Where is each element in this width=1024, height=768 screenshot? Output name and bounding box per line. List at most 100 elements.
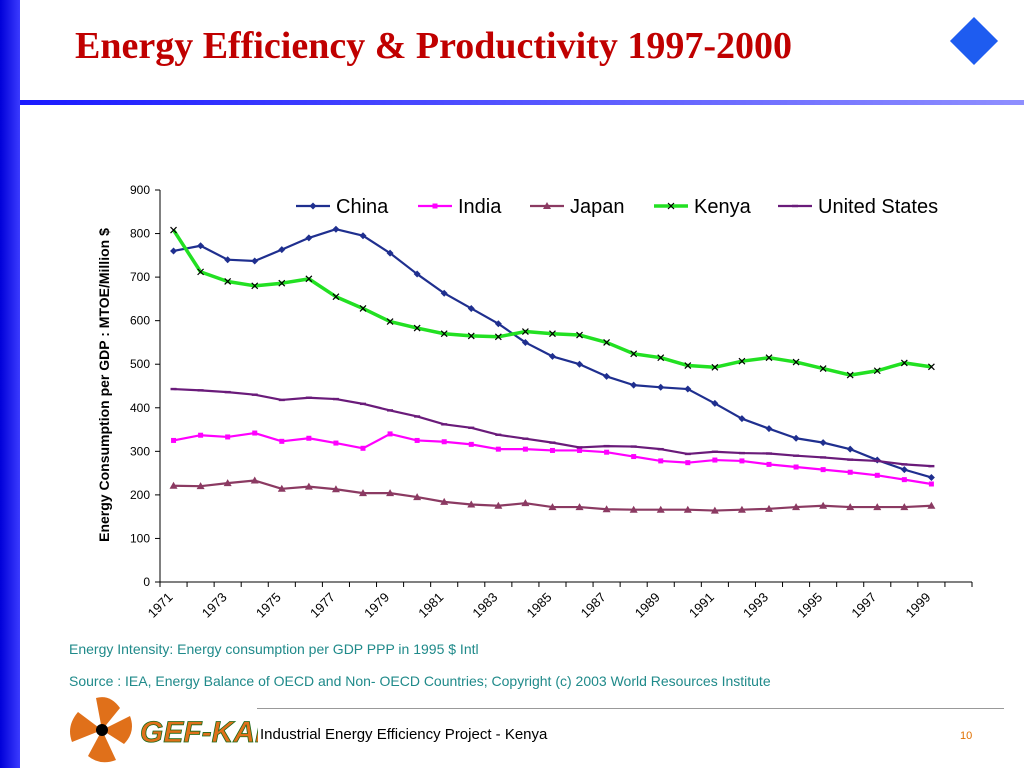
legend-label-china: China [336,196,389,218]
data-point-kenya [386,318,394,325]
data-point-japan [440,497,449,505]
data-point-japan [304,482,313,490]
x-tick-label: 1975 [253,590,284,621]
legend-label-india: India [458,196,502,218]
data-point-united-states [684,452,691,456]
y-tick-label: 500 [130,357,150,371]
data-point-china [197,242,205,250]
data-point-china [684,385,692,393]
data-point-china [224,256,232,264]
data-point-india [171,437,177,443]
data-point-india [252,430,258,436]
left-accent-bar [0,0,20,768]
data-point-china [170,247,178,255]
footer-divider [257,708,1004,709]
data-point-china [819,439,827,447]
data-point-china [386,249,394,257]
data-point-india [874,472,880,478]
data-point-china [657,383,665,391]
data-point-kenya [197,268,205,276]
data-point-japan [575,503,584,511]
data-point-china [900,466,908,474]
x-tick-label: 1981 [415,590,446,621]
data-point-united-states [441,423,448,426]
data-point-india [225,434,231,440]
data-point-kenya [332,293,340,301]
x-tick-label: 1987 [578,590,609,621]
data-point-india [685,460,691,466]
data-point-kenya [467,332,475,340]
data-point-kenya [170,226,177,234]
x-tick-label: 1983 [469,590,500,621]
data-point-united-states [197,389,204,392]
data-point-united-states [901,463,908,466]
x-tick-label: 1993 [740,590,771,621]
data-point-india [414,437,420,443]
data-point-japan [467,500,476,508]
y-tick-label: 100 [130,531,150,545]
data-point-kenya [521,328,529,335]
data-point-india [306,435,312,441]
data-point-kenya [305,275,313,283]
y-tick-label: 400 [130,401,150,415]
data-point-india [712,457,718,463]
data-point-united-states [278,398,285,402]
data-point-japan [900,503,909,511]
data-point-japan [169,481,178,489]
data-point-united-states [522,437,529,440]
y-tick-label: 300 [130,444,150,458]
data-point-kenya [900,359,908,367]
data-point-china [548,352,556,360]
data-point-india [604,449,610,455]
slide-title: Energy Efficiency & Productivity 1997-20… [75,25,792,67]
data-point-japan [548,503,557,511]
data-point-japan [386,489,395,497]
data-point-kenya [251,282,259,290]
data-point-united-states [847,458,854,461]
data-point-kenya [657,354,665,362]
data-point-united-states [387,409,394,412]
data-point-china [521,338,529,346]
legend-marker-kenya [667,202,675,210]
data-point-india [522,446,528,452]
series-line-united-states [173,387,932,468]
data-point-japan [413,493,422,501]
data-point-india [387,431,393,437]
data-point-japan [494,501,503,509]
legend-marker-united-states [792,204,798,208]
data-point-japan [737,505,746,513]
legend-marker-china [309,202,317,210]
data-point-united-states [468,426,475,430]
data-point-china [305,234,313,242]
y-tick-label: 200 [130,488,150,502]
data-point-china [603,372,611,380]
data-point-kenya [440,330,448,338]
data-point-china [413,270,421,278]
data-point-india [901,477,907,483]
data-point-japan [602,505,611,513]
data-point-united-states [360,402,366,406]
data-point-india [360,445,366,451]
data-point-india [928,481,934,487]
data-point-united-states [495,433,502,436]
data-point-china [494,320,502,328]
data-point-kenya [494,333,502,341]
data-point-india [279,438,285,444]
data-point-india [333,440,339,446]
data-point-japan [819,501,828,509]
data-point-united-states [224,390,231,394]
data-point-india [441,439,447,445]
data-point-united-states [549,441,556,444]
data-point-china [927,473,935,481]
data-point-united-states [928,464,935,468]
data-point-china [630,381,638,389]
data-point-japan [521,499,530,507]
legend-label-kenya: Kenya [694,196,752,218]
legend-marker-japan [543,202,551,209]
data-point-india [577,447,583,453]
line-chart: 0 100 200 300 400 500 600 700 800 900 1971 1973 1975… [130,183,973,621]
data-point-india [631,454,637,460]
data-point-japan [629,505,638,513]
x-tick-label: 1985 [524,590,555,621]
y-tick-label: 900 [130,183,150,197]
